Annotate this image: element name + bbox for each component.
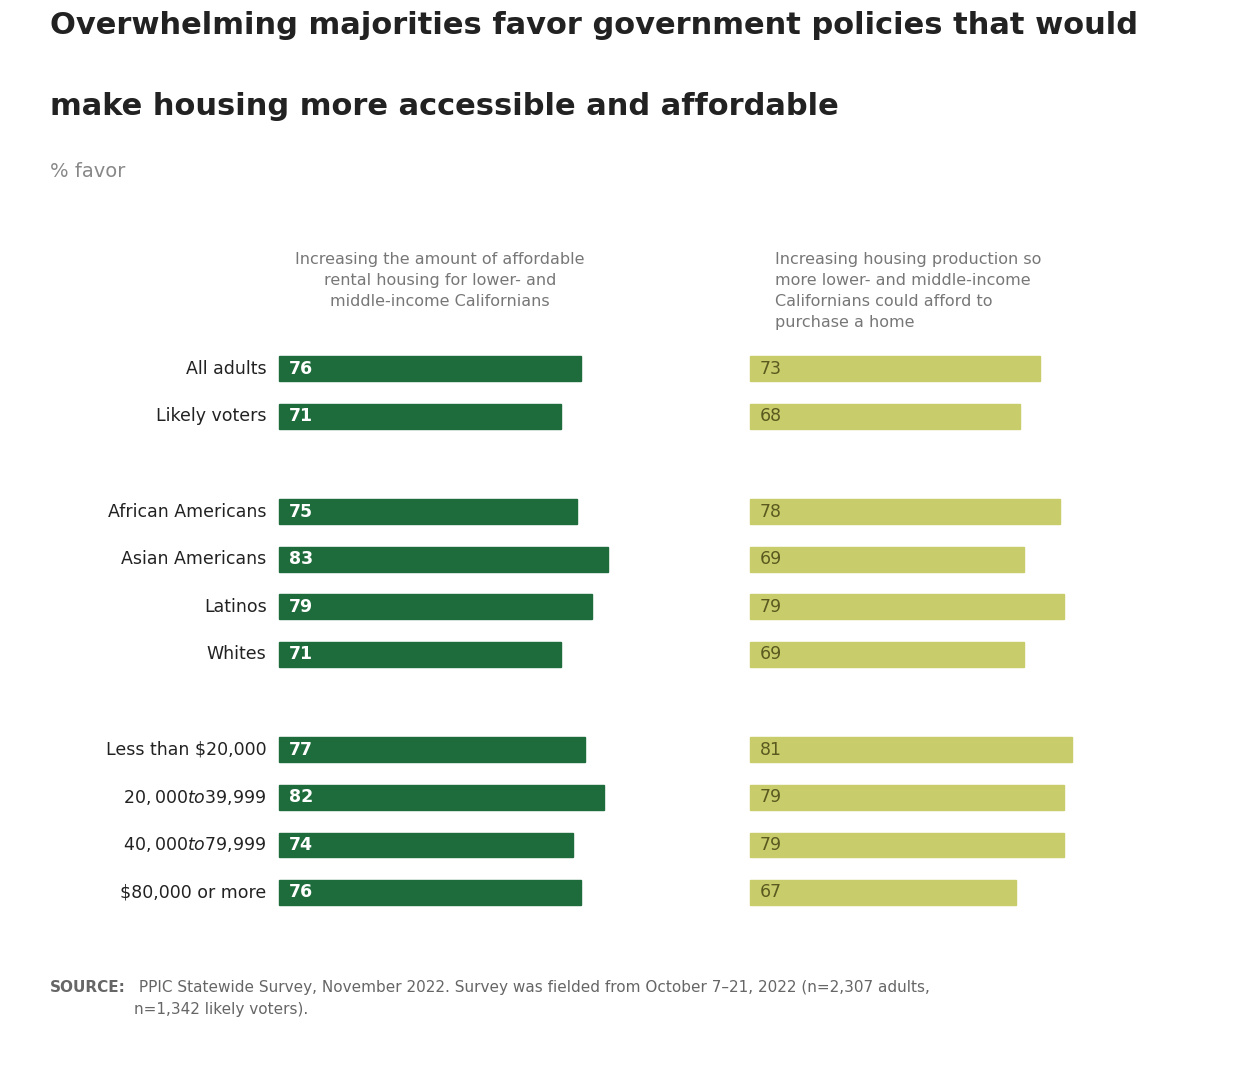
Text: make housing more accessible and affordable: make housing more accessible and afforda…	[50, 92, 838, 121]
Text: 71: 71	[289, 646, 312, 663]
Bar	[279, 594, 593, 619]
Text: SOURCE:: SOURCE:	[50, 980, 125, 995]
Bar	[279, 832, 573, 857]
Text: $40,000 to $79,999: $40,000 to $79,999	[123, 835, 267, 855]
Bar	[750, 547, 1024, 571]
Text: Less than $20,000: Less than $20,000	[105, 741, 267, 759]
Text: 69: 69	[760, 550, 782, 568]
Text: Asian Americans: Asian Americans	[122, 550, 267, 568]
Text: 71: 71	[289, 407, 312, 426]
Text: Increasing the amount of affordable
rental housing for lower- and
middle-income : Increasing the amount of affordable rent…	[295, 251, 585, 308]
Text: Overwhelming majorities favor government policies that would: Overwhelming majorities favor government…	[50, 11, 1137, 40]
Text: 78: 78	[760, 502, 782, 521]
Text: 77: 77	[289, 741, 312, 759]
Bar	[750, 785, 1064, 810]
Text: $80,000 or more: $80,000 or more	[120, 884, 267, 901]
Bar	[279, 357, 580, 382]
Bar	[279, 642, 560, 667]
Text: Latinos: Latinos	[203, 598, 267, 616]
Bar	[750, 594, 1064, 619]
Bar	[750, 404, 1021, 429]
Bar	[279, 880, 580, 904]
Bar	[279, 547, 609, 571]
Bar	[750, 642, 1024, 667]
Text: $20,000 to $39,999: $20,000 to $39,999	[123, 788, 267, 806]
Text: 74: 74	[289, 835, 312, 854]
Text: Likely voters: Likely voters	[156, 407, 267, 426]
Bar	[750, 737, 1071, 762]
Text: 68: 68	[760, 407, 782, 426]
Bar	[279, 737, 584, 762]
Text: 79: 79	[760, 835, 782, 854]
Text: Whites: Whites	[207, 646, 267, 663]
Text: 79: 79	[760, 788, 782, 806]
Bar	[750, 880, 1016, 904]
Bar	[750, 357, 1040, 382]
Text: 82: 82	[289, 788, 314, 806]
Bar	[279, 404, 560, 429]
Text: PPIC Statewide Survey, November 2022. Survey was fielded from October 7–21, 2022: PPIC Statewide Survey, November 2022. Su…	[134, 980, 930, 1018]
Text: Increasing housing production so
more lower- and middle-income
Californians coul: Increasing housing production so more lo…	[775, 251, 1042, 330]
Text: 79: 79	[289, 598, 312, 616]
Text: 81: 81	[760, 741, 782, 759]
Text: All adults: All adults	[186, 360, 267, 377]
Text: 79: 79	[760, 598, 782, 616]
Bar	[279, 499, 577, 524]
Text: 76: 76	[289, 360, 312, 377]
Text: 83: 83	[289, 550, 312, 568]
Text: 69: 69	[760, 646, 782, 663]
Bar	[279, 785, 604, 810]
Bar	[750, 832, 1064, 857]
Text: % favor: % favor	[50, 162, 125, 181]
Text: 73: 73	[760, 360, 782, 377]
Text: 76: 76	[289, 884, 312, 901]
Text: African Americans: African Americans	[108, 502, 267, 521]
Text: 67: 67	[760, 884, 782, 901]
Text: 75: 75	[289, 502, 312, 521]
Bar	[750, 499, 1060, 524]
